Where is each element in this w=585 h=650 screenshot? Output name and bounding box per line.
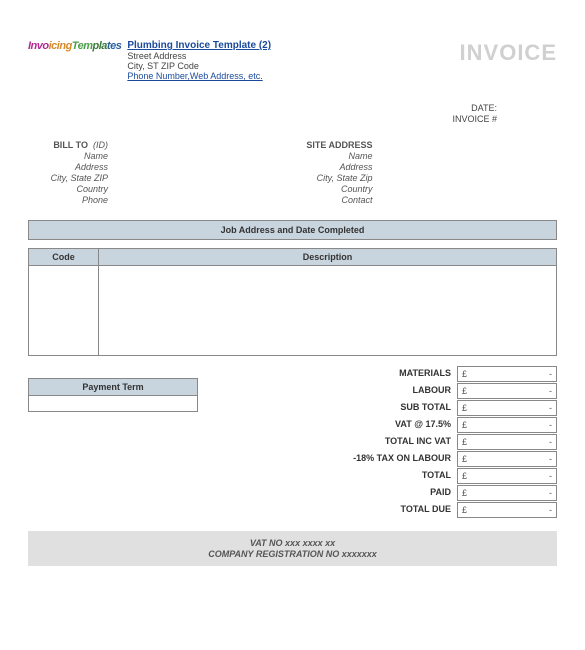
parties: BILL TO (ID) Name Address City, State ZI… (28, 140, 557, 206)
site-contact-label: Contact (293, 195, 383, 205)
site-city-label: City, State Zip (293, 173, 383, 183)
invoice-page: InvoicingTemplates Plumbing Invoice Temp… (0, 0, 585, 586)
meta-block: DATE: INVOICE # (28, 103, 497, 124)
cell-description (99, 266, 557, 356)
total-inc-vat-value: £- (457, 434, 557, 450)
bill-address-label: Address (28, 162, 118, 172)
total-due-label: TOTAL DUE (297, 502, 457, 518)
materials-value: £- (457, 366, 557, 382)
title-block: Plumbing Invoice Template (2) Street Add… (127, 40, 271, 81)
tax-labour-label: -18% TAX ON LABOUR (297, 451, 457, 467)
bill-phone-label: Phone (28, 195, 118, 205)
site-country-label: Country (293, 184, 383, 194)
payment-term-value (28, 396, 198, 412)
footer: VAT NO xxx xxxx xx COMPANY REGISTRATION … (28, 531, 557, 566)
vat-no: VAT NO xxx xxxx xx (28, 538, 557, 548)
totals: MATERIALS £- LABOUR £- SUB TOTAL £- VAT … (297, 366, 557, 519)
tax-labour-value: £- (457, 451, 557, 467)
subtotal-value: £- (457, 400, 557, 416)
site-name-label: Name (293, 151, 383, 161)
totals-area: Payment Term MATERIALS £- LABOUR £- SUB … (28, 366, 557, 519)
bill-name-label: Name (28, 151, 118, 161)
contact-link[interactable]: Phone Number,Web Address, etc. (127, 71, 271, 81)
labour-label: LABOUR (297, 383, 457, 399)
total-due-value: £- (457, 502, 557, 518)
site-address-label: Address (293, 162, 383, 172)
invoice-heading: INVOICE (460, 40, 557, 66)
header-row: InvoicingTemplates Plumbing Invoice Temp… (28, 40, 557, 81)
doc-title: Plumbing Invoice Template (2) (127, 40, 271, 51)
date-label: DATE: (28, 103, 497, 113)
col-code: Code (29, 249, 99, 266)
vat-value: £- (457, 417, 557, 433)
paid-label: PAID (297, 485, 457, 501)
bill-to-heading: BILL TO (ID) (28, 140, 118, 150)
city-line: City, ST ZIP Code (127, 61, 271, 71)
materials-label: MATERIALS (297, 366, 457, 382)
logo-block: InvoicingTemplates Plumbing Invoice Temp… (28, 40, 271, 81)
logo: InvoicingTemplates (28, 40, 121, 52)
total-inc-vat-label: TOTAL INC VAT (297, 434, 457, 450)
payment-term: Payment Term (28, 378, 198, 519)
bill-to-col: BILL TO (ID) Name Address City, State ZI… (28, 140, 293, 206)
vat-label: VAT @ 17.5% (297, 417, 457, 433)
items-table: Code Description (28, 248, 557, 356)
bill-country-label: Country (28, 184, 118, 194)
invoice-no-label: INVOICE # (28, 114, 497, 124)
job-header: Job Address and Date Completed (28, 220, 557, 240)
total-value: £- (457, 468, 557, 484)
company-reg: COMPANY REGISTRATION NO xxxxxxx (28, 549, 557, 559)
site-heading: SITE ADDRESS (293, 140, 383, 150)
subtotal-label: SUB TOTAL (297, 400, 457, 416)
table-row (29, 266, 557, 356)
cell-code (29, 266, 99, 356)
bill-city-label: City, State ZIP (28, 173, 118, 183)
total-label: TOTAL (297, 468, 457, 484)
paid-value: £- (457, 485, 557, 501)
site-col: SITE ADDRESS Name Address City, State Zi… (293, 140, 558, 206)
payment-term-label: Payment Term (28, 378, 198, 396)
labour-value: £- (457, 383, 557, 399)
street-address: Street Address (127, 51, 271, 61)
col-description: Description (99, 249, 557, 266)
